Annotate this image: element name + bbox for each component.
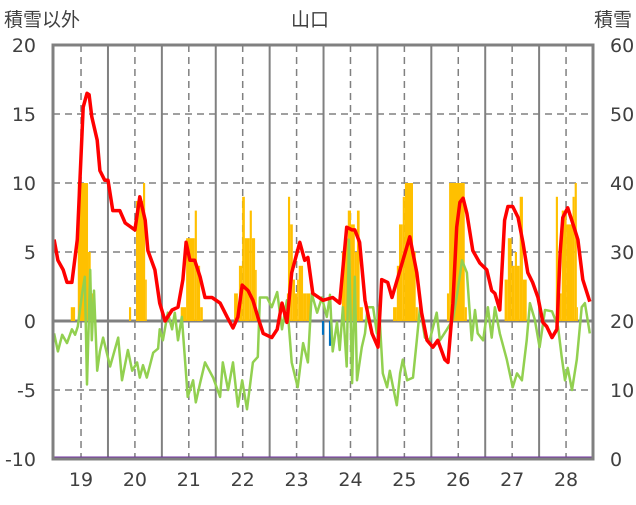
bar (514, 252, 518, 321)
bar (561, 210, 567, 321)
bar (292, 279, 295, 321)
bar (555, 196, 558, 321)
bar (345, 238, 348, 321)
bar (242, 196, 245, 321)
bar (519, 196, 523, 321)
x-tick-label: 20 (123, 469, 147, 491)
bar (297, 279, 299, 321)
right-axis-label: 積雪 (594, 9, 632, 31)
bar (196, 265, 201, 321)
y-right-tick-label: 30 (610, 242, 634, 264)
bar (522, 279, 527, 321)
x-tick-label: 28 (554, 469, 578, 491)
y-right-tick-label: 50 (610, 104, 634, 126)
bar (396, 265, 399, 321)
left-axis-label: 積雪以外 (4, 9, 80, 31)
y-left-tick-label: 15 (12, 104, 36, 126)
red-series-line (52, 91, 592, 365)
y-right-tick-label: 60 (610, 35, 634, 57)
y-left-tick-label: 20 (12, 35, 36, 57)
bar (143, 183, 146, 321)
bar (572, 196, 575, 321)
bar (70, 307, 76, 321)
negative-bar (321, 321, 325, 335)
x-tick-label: 27 (500, 469, 524, 491)
y-right-tick-label: 0 (610, 449, 622, 471)
bar (200, 307, 203, 321)
bar (255, 269, 257, 321)
bar (574, 183, 577, 321)
green-series-line (52, 238, 592, 411)
bar (145, 279, 147, 321)
bar (356, 210, 360, 321)
bar (306, 293, 311, 321)
bar (249, 210, 252, 321)
bar (566, 224, 573, 321)
negative-bar (328, 321, 332, 346)
bar (186, 238, 195, 321)
plot-frame (51, 43, 595, 461)
bar (393, 307, 397, 321)
bar (359, 307, 363, 321)
x-tick-label: 21 (177, 469, 201, 491)
bar (351, 224, 355, 321)
bar (244, 238, 250, 321)
x-tick-label: 19 (69, 469, 93, 491)
y-right-tick-label: 40 (610, 173, 634, 195)
bar (135, 200, 143, 321)
bar (507, 238, 512, 321)
bar (415, 307, 418, 321)
x-tick-label: 22 (231, 469, 255, 491)
y-left-tick-label: 0 (24, 311, 36, 333)
bar (180, 307, 187, 321)
bar (517, 265, 520, 321)
y-left-tick-label: -5 (17, 380, 36, 402)
chart-title: 山口 (291, 9, 329, 31)
y-right-tick-label: 20 (610, 311, 634, 333)
bar (303, 293, 307, 321)
bar (504, 279, 508, 321)
x-tick-label: 25 (392, 469, 416, 491)
bar (287, 196, 291, 321)
bar (77, 183, 89, 321)
y-right-tick-label: 10 (610, 380, 634, 402)
gridlines (53, 45, 593, 459)
y-left-tick-label: -10 (5, 449, 36, 471)
bar (128, 307, 132, 321)
bar (404, 183, 413, 321)
bar (298, 265, 304, 321)
bar (413, 252, 416, 321)
bar (557, 293, 562, 321)
bar (511, 265, 515, 321)
bar (576, 307, 578, 321)
bar (234, 293, 238, 321)
bar (464, 307, 467, 321)
y-left-tick-label: 5 (24, 242, 36, 264)
x-tick-label: 23 (284, 469, 308, 491)
x-tick-label: 24 (338, 469, 362, 491)
bar (446, 293, 450, 321)
x-tick-label: 26 (446, 469, 470, 491)
bar (251, 238, 256, 321)
bar (294, 293, 298, 321)
y-left-tick-label: 10 (12, 173, 36, 195)
bar (341, 252, 346, 321)
